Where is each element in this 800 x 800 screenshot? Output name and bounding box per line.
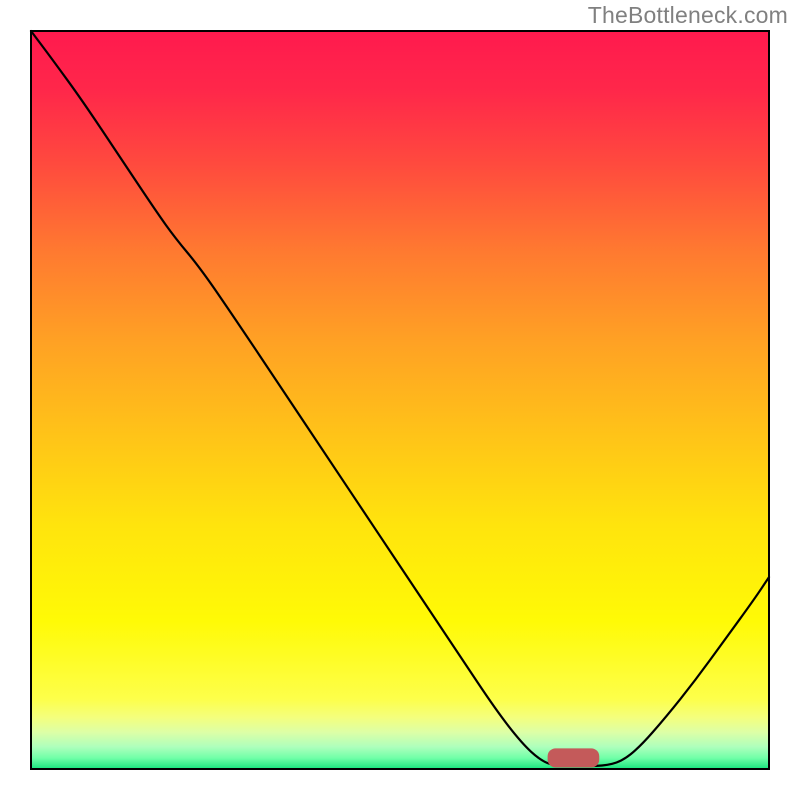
plot-area xyxy=(31,31,769,769)
chart-wrapper: TheBottleneck.com xyxy=(0,0,800,800)
optimal-marker xyxy=(548,748,600,767)
bottleneck-chart xyxy=(0,0,800,800)
gradient-background xyxy=(31,31,769,769)
watermark-text: TheBottleneck.com xyxy=(588,2,788,29)
